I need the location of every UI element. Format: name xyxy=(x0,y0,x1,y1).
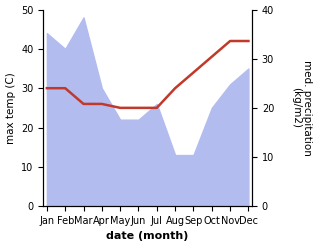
Y-axis label: max temp (C): max temp (C) xyxy=(5,72,16,144)
X-axis label: date (month): date (month) xyxy=(107,231,189,242)
Y-axis label: med. precipitation
(kg/m2): med. precipitation (kg/m2) xyxy=(291,60,313,156)
